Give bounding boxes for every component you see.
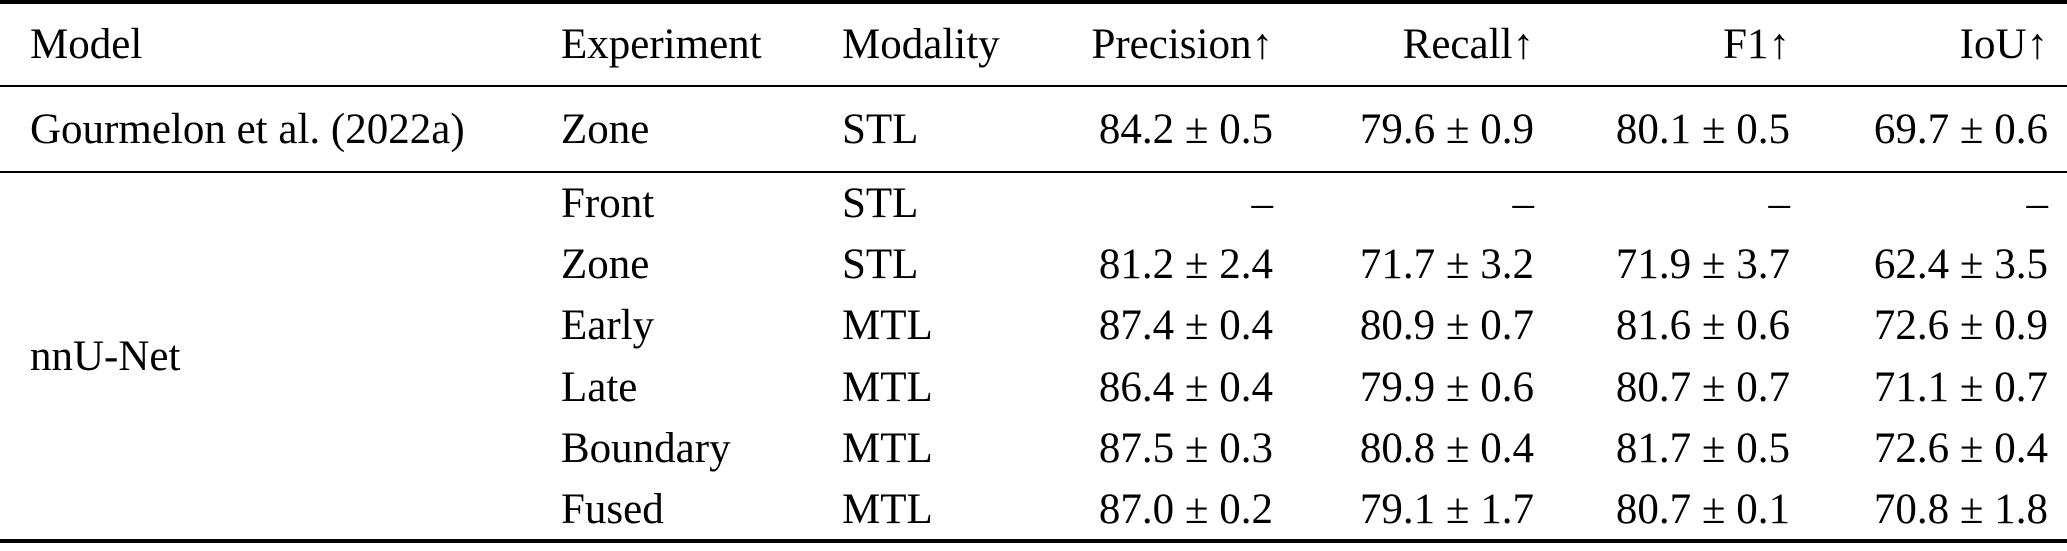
col-header-modality: Modality (812, 2, 1042, 87)
cell-model: nnU-Net (30, 332, 181, 380)
cell-experiment: Zone (531, 86, 812, 173)
cell-f1: 81.6 ± 0.6 (1615, 302, 1790, 350)
cell-precision: 87.4 ± 0.4 (1098, 302, 1273, 350)
cell-iou: 72.6 ± 0.4 (1873, 425, 2048, 473)
cell-precision: 81.2 ± 2.4 (1098, 240, 1273, 288)
header-row: Model Experiment Modality Precision↑ Rec… (0, 2, 2067, 87)
cell-f1: 80.7 ± 0.1 (1615, 485, 1790, 533)
col-header-model: Model (0, 2, 531, 87)
cell-precision: 86.4 ± 0.4 (1098, 363, 1273, 411)
cell-model: Gourmelon et al. (2022a) (0, 86, 531, 173)
table-row-nnunet-fused: Fused MTL 87.0 ± 0.2 79.1 ± 1.7 80.7 ± 0… (0, 480, 2067, 542)
group-nnunet: nnU-Net Front STL – – – – Zone STL 81.2 … (0, 172, 2067, 541)
cell-recall: 79.1 ± 1.7 (1359, 485, 1534, 533)
cell-recall: 79.6 ± 0.9 (1273, 86, 1534, 173)
table-row-nnunet-boundary: Boundary MTL 87.5 ± 0.3 80.8 ± 0.4 81.7 … (0, 418, 2067, 480)
cell-recall: 71.7 ± 3.2 (1359, 240, 1534, 288)
table-row-nnunet-early: Early MTL 87.4 ± 0.4 80.9 ± 0.7 81.6 ± 0… (0, 295, 2067, 357)
cell-modality: STL (812, 86, 1042, 173)
cell-experiment: Late (561, 363, 638, 411)
cell-modality: MTL (842, 363, 933, 411)
cell-f1: 71.9 ± 3.7 (1615, 240, 1790, 288)
cell-iou: 69.7 ± 0.6 (1790, 86, 2067, 173)
table-row-nnunet-front: nnU-Net Front STL – – – – (0, 172, 2067, 378)
group-gourmelon: Gourmelon et al. (2022a) Zone STL 84.2 ±… (0, 86, 2067, 173)
cell-precision: 87.5 ± 0.3 (1098, 425, 1273, 473)
col-header-iou: IoU↑ (1790, 2, 2067, 87)
cell-iou: – (2026, 179, 2049, 227)
table-header: Model Experiment Modality Precision↑ Rec… (0, 2, 2067, 87)
cell-f1: 80.1 ± 0.5 (1534, 86, 1790, 173)
cell-f1: 80.7 ± 0.7 (1615, 363, 1790, 411)
cell-iou: 62.4 ± 3.5 (1873, 240, 2048, 288)
cell-modality: MTL (842, 425, 933, 473)
cell-iou: 72.6 ± 0.9 (1873, 302, 2048, 350)
cell-precision: 84.2 ± 0.5 (1042, 86, 1273, 173)
col-header-experiment: Experiment (531, 2, 812, 87)
col-header-precision: Precision↑ (1042, 2, 1273, 87)
cell-f1: 81.7 ± 0.5 (1615, 425, 1790, 473)
table-row-nnunet-zone: Zone STL 81.2 ± 2.4 71.7 ± 3.2 71.9 ± 3.… (0, 234, 2067, 296)
cell-precision: – (1251, 179, 1274, 227)
cell-experiment: Fused (561, 485, 664, 533)
cell-modality: MTL (842, 485, 933, 533)
cell-experiment: Boundary (561, 425, 731, 473)
table-row-nnunet-late: Late MTL 86.4 ± 0.4 79.9 ± 0.6 80.7 ± 0.… (0, 357, 2067, 419)
col-header-f1: F1↑ (1534, 2, 1790, 87)
cell-f1: – (1768, 179, 1791, 227)
cell-recall: 79.9 ± 0.6 (1359, 363, 1534, 411)
cell-recall: 80.9 ± 0.7 (1359, 302, 1534, 350)
cell-experiment: Front (561, 179, 655, 227)
table-row-gourmelon-zone: Gourmelon et al. (2022a) Zone STL 84.2 ±… (0, 86, 2067, 173)
cell-iou: 71.1 ± 0.7 (1873, 363, 2048, 411)
cell-iou: 70.8 ± 1.8 (1873, 485, 2048, 533)
cell-modality: STL (842, 240, 919, 288)
cell-recall: 80.8 ± 0.4 (1359, 425, 1534, 473)
cell-recall: – (1512, 179, 1535, 227)
col-header-recall: Recall↑ (1273, 2, 1534, 87)
cell-experiment: Early (561, 302, 655, 350)
cell-experiment: Zone (561, 240, 650, 288)
cell-precision: 87.0 ± 0.2 (1098, 485, 1273, 533)
cell-modality: STL (842, 179, 919, 227)
cell-modality: MTL (842, 302, 933, 350)
